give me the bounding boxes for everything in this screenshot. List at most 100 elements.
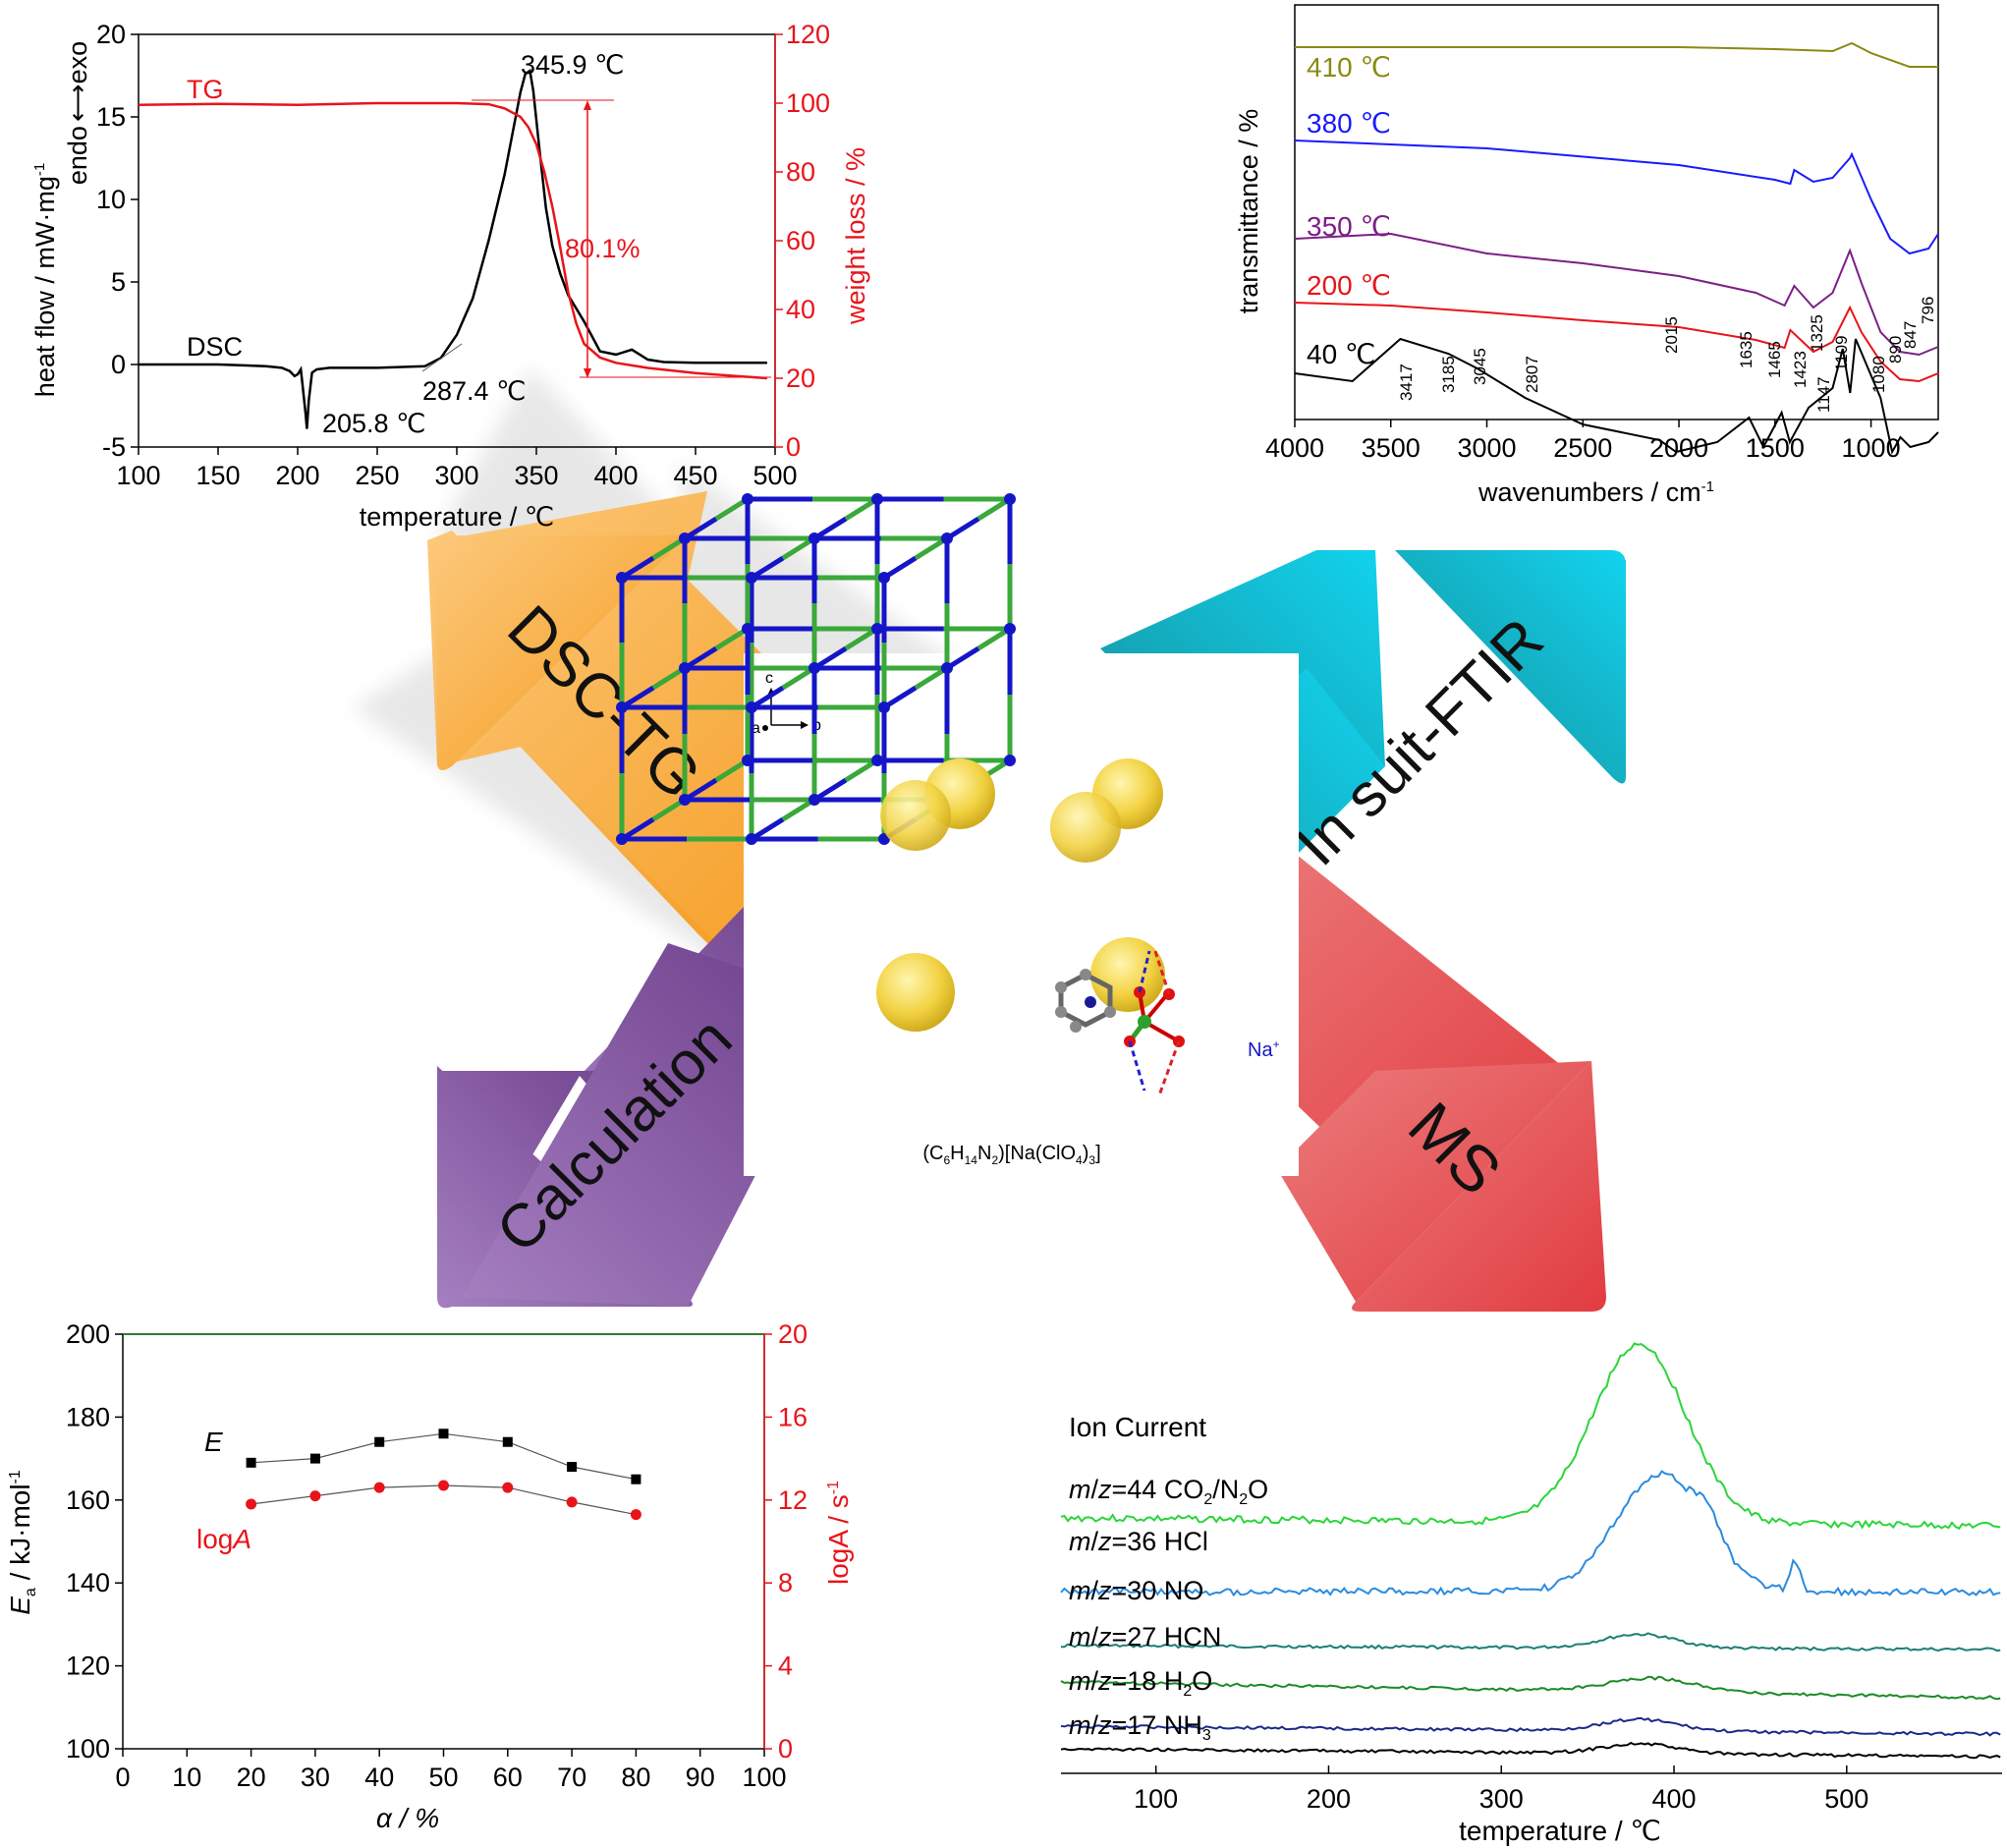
crystal-structure-panel: c a b N [616,493,1299,1176]
sphere [880,780,951,851]
ftir-series-label: 350 ℃ [1307,211,1391,242]
kin-x-tick-label: 60 [493,1763,523,1792]
kin-x-axis-label: α / % [376,1803,439,1833]
dsc-y2-tick-label: 60 [786,226,815,255]
dsc-series-line [139,68,767,429]
lattice-node [808,532,820,544]
lattice-edge [750,555,785,581]
ftir-peak-label: 847 [1901,321,1920,349]
dsc-peak-label: 345.9 ℃ [521,50,624,80]
dsc-y2-tick-label: 40 [786,295,815,324]
lattice-edge [976,626,1012,651]
ms-series-label: m/z=44 CO2/N2O [1069,1475,1268,1508]
ftir-peak-label: 1465 [1765,341,1784,378]
kin-x-tick-label: 50 [428,1763,458,1792]
ftir-y-axis-label: transmittance / % [1234,109,1263,314]
kin-point-loga [630,1509,641,1521]
lattice-node [742,493,753,505]
dsc-y-ticks-left: -5 0 5 10 15 20 [96,20,139,462]
lattice-edge [620,555,655,581]
kin-point-loga [566,1496,578,1508]
lattice-node [746,701,757,713]
kin-y-axis-label: Ea / kJ·mol-1 [5,1470,39,1615]
lattice-node [742,755,753,766]
kin-y-tick-label: 200 [66,1319,110,1349]
kin-x-tick-label: 90 [686,1763,715,1792]
ftir-series-label: 40 ℃ [1307,339,1375,369]
ftir-x-tick-label: 4000 [1265,433,1324,463]
ms-x-tick-label: 400 [1651,1784,1696,1814]
lattice-node [616,572,628,584]
kin-x-tick-label: 70 [557,1763,586,1792]
lattice-edge [844,496,879,522]
ms-series-label: m/z=27 HCN [1069,1622,1221,1652]
ftir-x-tick-label: 1500 [1746,433,1805,463]
dsc-y2-tick-label: 100 [786,88,830,118]
kin-y2-tick-label: 20 [778,1319,808,1349]
lattice-edge [683,516,718,541]
lattice-edge [714,496,750,522]
ms-series-line [1060,1741,2001,1760]
ms-x-axis-label: temperature / ℃ [1459,1816,1661,1846]
endo-exo-label: endo⟷exo [63,41,92,185]
dsc-y-axis-label: heat flow / mW·mg-1 [30,163,60,397]
dsc-y-tick-label: 5 [111,267,126,297]
ftir-x-ticks: 4000 3500 3000 2500 2000 1500 1000 [1265,420,1901,463]
ftir-peak-label: 890 [1886,336,1905,364]
kin-x-tick-label: 80 [621,1763,650,1792]
molecule-detail [1055,947,1185,1096]
kin-point-e [567,1462,578,1473]
dsc-y-tick-label: -5 [102,432,126,462]
lattice-edge [620,816,655,842]
ftir-series-label: 380 ℃ [1307,108,1391,139]
dsc-x-ticks: 100 150 200 250 300 350 400 450 500 [116,447,798,490]
kin-y-tick-label: 160 [66,1485,110,1515]
ftir-peak-label: 1635 [1737,331,1756,368]
ms-x-tick-label: 100 [1134,1784,1178,1814]
lattice-node [871,623,883,635]
ms-series-labels: m/z=44 CO2/N2O m/z=36 HCl m/z=30 NO m/z=27 … [1069,1475,1268,1744]
lattice-edge [945,645,980,671]
lattice-node [679,794,691,806]
lattice-edge [914,665,949,691]
ftir-x-tick-label: 2500 [1553,433,1612,463]
kin-point-e [374,1436,385,1447]
tg-series-label: TG [187,75,224,104]
kin-y2-tick-label: 0 [778,1734,793,1764]
kin-x-tick-label: 40 [364,1763,394,1792]
ms-series-label: m/z=30 NO [1069,1576,1203,1605]
ftir-peak-label: 3045 [1471,348,1489,385]
lattice-node [616,701,628,713]
lattice-node [878,701,890,713]
ms-title: Ion Current [1069,1412,1206,1442]
lattice-node [679,662,691,674]
kin-x-ticks: 0 10 20 30 40 50 60 70 80 90 100 [115,1749,787,1792]
dsc-x-tick-label: 300 [434,461,478,490]
dsc-endo-peak-label: 205.8 ℃ [322,409,425,438]
lattice-node [878,572,890,584]
kin-x-tick-label: 0 [115,1763,130,1792]
dsc-y-ticks-right: 0 20 40 60 80 100 120 [775,20,830,462]
tg-y-axis-label: weight loss / % [841,147,870,325]
kin-point-loga [373,1482,385,1493]
kin-e-label: E [204,1427,223,1457]
lattice-node [1004,493,1016,505]
lattice-edge [844,757,879,783]
dsc-x-tick-label: 500 [753,461,797,490]
ms-x-tick-label: 200 [1307,1784,1351,1814]
lattice-edge [781,535,816,561]
kin-point-e [631,1474,641,1484]
kin-y-tick-label: 140 [66,1568,110,1597]
dsc-series-label: DSC [187,332,243,362]
lattice-edge [781,665,816,691]
onset-tangent [421,343,463,372]
ftir-x-tick-label: 3500 [1362,433,1421,463]
lattice-node [941,662,953,674]
ms-series-lines [1060,1342,2001,1760]
dsc-y2-tick-label: 120 [786,20,830,49]
lattice-node [746,833,757,845]
lattice-node [742,623,753,635]
lattice-edge [714,757,750,783]
